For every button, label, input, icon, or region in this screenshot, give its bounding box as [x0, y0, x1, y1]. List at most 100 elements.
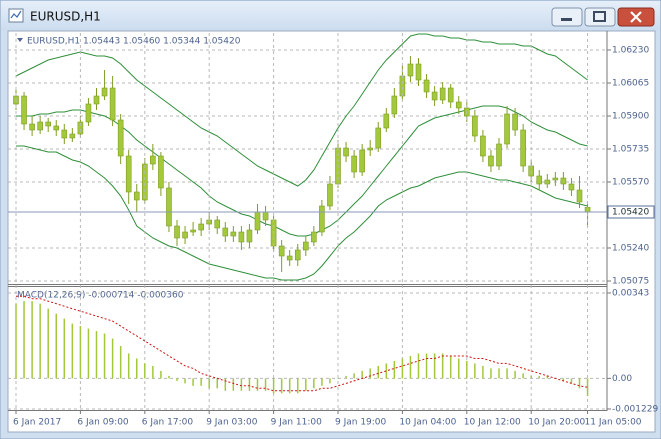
candle-body	[238, 231, 245, 243]
macd-bar	[538, 375, 540, 379]
macd-bar	[31, 301, 33, 379]
macd-bar	[377, 365, 379, 379]
macd-bar	[466, 360, 468, 379]
candle-body	[359, 149, 365, 173]
candle-body	[391, 95, 398, 115]
x-tick-label: 6 Jan 09:00	[77, 418, 129, 428]
y-tick-label: 0.00343	[612, 288, 649, 298]
minimize-button[interactable]	[551, 7, 583, 27]
candle-body	[455, 101, 462, 109]
macd-bar	[160, 370, 162, 379]
macd-bar	[441, 353, 444, 379]
macd-bar	[433, 353, 436, 379]
candle-body	[230, 231, 237, 237]
x-tick-label: 9 Jan 19:00	[335, 418, 387, 428]
candle-body	[343, 147, 349, 157]
macd-bar	[522, 373, 524, 379]
macd-bar	[95, 331, 98, 379]
candle-body	[150, 155, 156, 165]
macd-bar	[586, 378, 589, 397]
candle-body	[61, 129, 68, 139]
candle-body	[480, 135, 486, 157]
info-arrow	[17, 38, 23, 42]
candle-body	[536, 175, 543, 185]
candle-body	[69, 133, 76, 139]
candle-body	[53, 125, 60, 131]
window-icon	[8, 8, 24, 23]
candle-body	[262, 211, 269, 221]
candle-body	[254, 211, 261, 231]
macd-bar	[474, 363, 476, 379]
candle-body	[117, 119, 124, 157]
macd-bar	[216, 378, 218, 389]
bollinger-band	[16, 145, 588, 281]
candle-body	[447, 87, 454, 103]
macd-bar	[168, 375, 170, 379]
macd-bar	[417, 353, 420, 379]
macd-bar	[546, 375, 549, 379]
macd-bar	[15, 303, 17, 379]
candle-body	[286, 255, 293, 261]
macd-bar	[514, 370, 516, 379]
candle-body	[109, 87, 116, 121]
candle-body	[190, 229, 196, 233]
x-tick-label: 10 Jan 12:00	[464, 418, 521, 428]
macd-bar	[63, 318, 66, 379]
macd-pane-info: MACD(12,26,9) -0.000714 -0.000360	[17, 291, 184, 301]
x-tick-label: 10 Jan 04:00	[399, 418, 456, 428]
candle-body	[182, 231, 188, 239]
macd-bar	[321, 378, 323, 386]
maximize-button[interactable]	[584, 7, 616, 27]
macd-bar	[490, 368, 492, 379]
macd-bar	[111, 338, 114, 379]
x-tick-label: 11 Jan 05:00	[585, 418, 642, 428]
macd-bar	[184, 378, 186, 384]
macd-bar	[329, 378, 331, 384]
candle-body	[21, 95, 27, 125]
close-button[interactable]	[617, 7, 655, 27]
candle-body	[560, 177, 567, 185]
macd-bar	[71, 323, 74, 379]
macd-bar	[280, 378, 283, 394]
candle-body	[576, 189, 583, 203]
candle-body	[415, 63, 422, 81]
macd-bar	[401, 358, 404, 379]
macd-bar	[570, 378, 573, 384]
candle-body	[166, 187, 172, 227]
candle-body	[174, 225, 180, 239]
macd-bar	[224, 378, 227, 391]
macd-bar	[23, 301, 25, 379]
macd-bar	[337, 378, 339, 379]
macd-bar	[449, 355, 452, 379]
candle-body	[439, 87, 446, 101]
x-tick-label: 6 Jan 2017	[13, 418, 61, 428]
candle-body	[488, 155, 494, 167]
macd-bar	[562, 378, 565, 381]
macd-bar	[47, 308, 49, 379]
macd-bar	[297, 378, 299, 394]
macd-bar	[119, 346, 122, 379]
candle-body	[423, 79, 430, 93]
macd-bar	[305, 378, 307, 391]
candle-body	[133, 191, 140, 201]
y-tick-label: -0.001229	[612, 404, 658, 414]
macd-bar	[55, 313, 57, 379]
y-tick-label: 1.05900	[612, 112, 649, 122]
macd-bar	[506, 368, 508, 379]
macd-bar	[578, 378, 581, 389]
macd-bar	[345, 375, 347, 379]
macd-bar	[136, 358, 138, 379]
macd-bar	[208, 378, 210, 389]
macd-bar	[353, 373, 355, 379]
candle-body	[278, 245, 285, 257]
macd-bar	[192, 378, 194, 386]
candle-body	[351, 155, 357, 173]
macd-bar	[498, 368, 500, 379]
candle-body	[29, 123, 35, 131]
candle-body	[327, 183, 333, 207]
candle-body	[407, 63, 414, 77]
chart-canvas	[7, 30, 656, 433]
macd-bar	[288, 378, 291, 394]
candle-body	[214, 219, 221, 229]
